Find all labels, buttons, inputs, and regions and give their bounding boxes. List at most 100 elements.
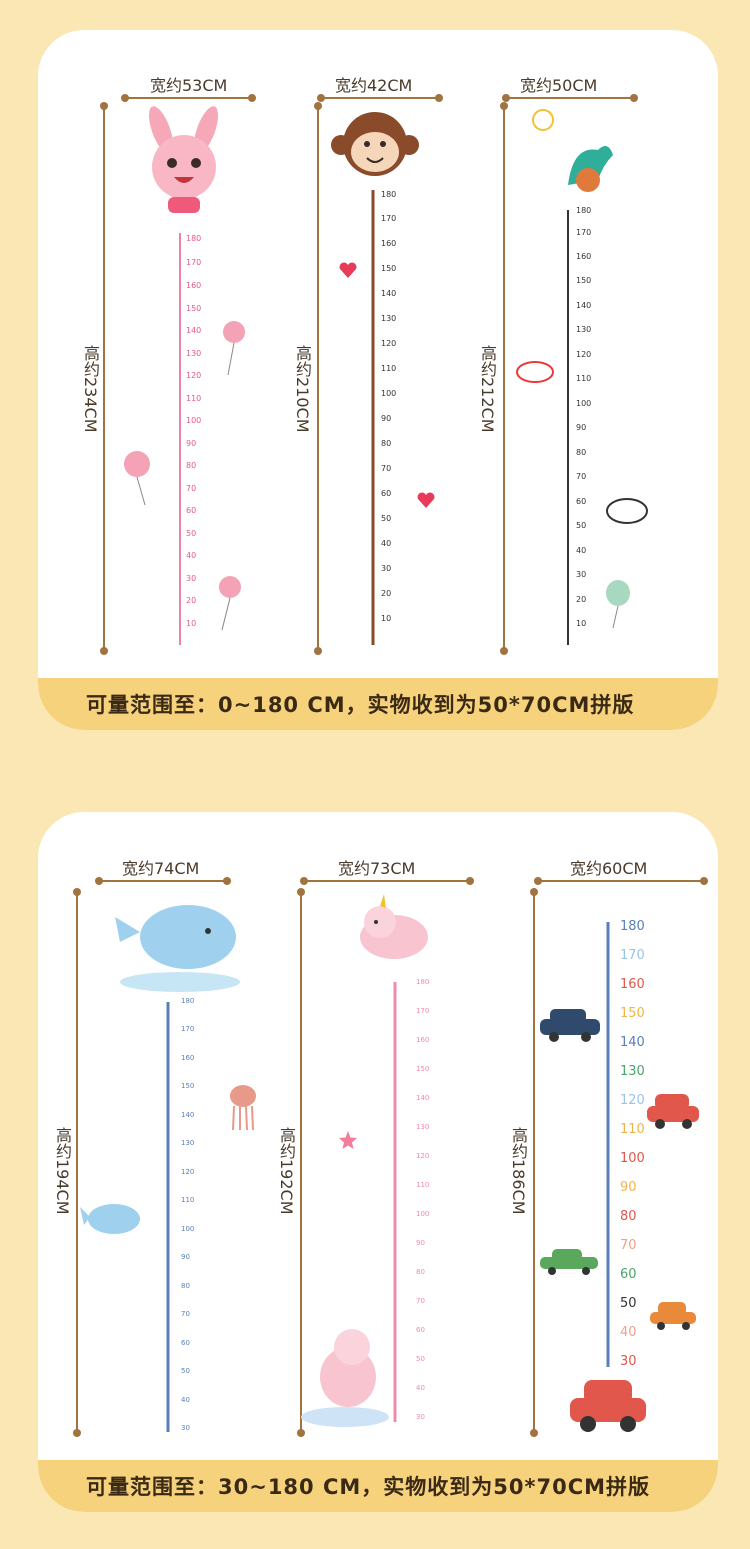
monkey-ruler: [371, 190, 375, 645]
product-panel-2: 宽约74CM 高约194CM 180 170 160 150 140 130 1…: [38, 812, 718, 1512]
tick-label: 70: [181, 1310, 190, 1318]
tick-label: 170: [620, 948, 645, 963]
dimension-endpoint: [95, 877, 103, 885]
height-label: 高约210CM: [293, 345, 312, 433]
dimension-endpoint: [435, 94, 443, 102]
cloud-icon: [606, 498, 648, 524]
tick-label: 30: [620, 1354, 637, 1369]
dimension-endpoint: [314, 102, 322, 110]
tick-label: 140: [416, 1094, 430, 1102]
whale-illustration: [115, 905, 240, 992]
tick-label: 40: [576, 546, 587, 555]
tick-label: 90: [620, 1180, 637, 1195]
tick-label: 110: [620, 1122, 645, 1137]
tick-label: 60: [576, 497, 587, 506]
tick-label: 60: [416, 1326, 425, 1334]
small-whale-icon: [80, 1204, 140, 1234]
tick-label: 160: [381, 239, 397, 248]
tick-label: 80: [381, 439, 392, 448]
balloon-icon: [223, 321, 245, 376]
tick-label: 50: [416, 1355, 425, 1363]
tick-label: 30: [381, 564, 392, 573]
width-label: 宽约42CM: [335, 76, 413, 95]
tick-label: 70: [381, 464, 392, 473]
unicorn-ruler: [393, 982, 397, 1422]
tick-label: 170: [381, 214, 397, 223]
tick-label: 120: [620, 1093, 645, 1108]
tick-label: 80: [186, 461, 197, 470]
tick-label: 140: [620, 1035, 645, 1050]
tick-label: 170: [181, 1025, 195, 1033]
tick-label: 130: [181, 1139, 195, 1147]
width-label: 宽约73CM: [338, 859, 416, 878]
tick-label: 120: [416, 1152, 430, 1160]
tick-label: 90: [381, 414, 392, 423]
dimension-endpoint: [466, 877, 474, 885]
tick-label: 160: [181, 1054, 195, 1062]
measurement-range-note: 可量范围至：0~180 CM，实物收到为50*70CM拼版: [38, 678, 718, 730]
tick-label: 150: [381, 264, 397, 273]
tick-label: 150: [576, 276, 592, 285]
car-icon: [540, 1249, 598, 1275]
tick-label: 180: [181, 997, 195, 1005]
dimension-endpoint: [314, 647, 322, 655]
tick-label: 170: [186, 258, 202, 267]
dimension-endpoint: [223, 877, 231, 885]
rabbit-ruler: [179, 233, 181, 645]
tick-label: 110: [381, 364, 397, 373]
tick-label: 80: [416, 1268, 425, 1276]
jellyfish-icon: [230, 1085, 256, 1131]
whale-ruler: [166, 1002, 170, 1432]
width-dimension-line: [538, 880, 704, 882]
tick-label: 20: [381, 589, 392, 598]
tick-label: 110: [416, 1181, 430, 1189]
dimension-endpoint: [317, 94, 325, 102]
dimension-endpoint: [534, 877, 542, 885]
tick-label: 50: [181, 1367, 190, 1375]
height-dimension-line: [103, 104, 105, 652]
tick-label: 40: [186, 551, 197, 560]
tick-label: 30: [416, 1413, 425, 1421]
tick-label: 140: [576, 301, 592, 310]
rabbit-illustration: [148, 106, 219, 213]
tick-label: 90: [181, 1253, 190, 1261]
balloon-icon: [606, 580, 630, 629]
tick-label: 80: [181, 1282, 190, 1290]
tick-label: 50: [620, 1296, 637, 1311]
tick-label: 100: [620, 1151, 645, 1166]
tick-label: 100: [416, 1210, 430, 1218]
tick-label: 30: [186, 574, 197, 583]
cars-ruler: [606, 922, 610, 1367]
height-label: 高约192CM: [277, 1127, 296, 1215]
balloon-icon: [124, 451, 150, 506]
height-dimension-line: [76, 892, 78, 1432]
unicorn-illustration: [360, 894, 428, 959]
tick-label: 50: [381, 514, 392, 523]
width-dimension-line: [99, 880, 227, 882]
tick-label: 80: [576, 448, 587, 457]
tick-label: 180: [416, 978, 430, 986]
tick-label: 100: [381, 389, 397, 398]
tick-label: 100: [186, 416, 202, 425]
tick-label: 10: [381, 614, 392, 623]
tick-label: 120: [381, 339, 397, 348]
tick-label: 130: [620, 1064, 645, 1079]
tick-label: 140: [181, 1111, 195, 1119]
tick-label: 30: [181, 1424, 190, 1432]
height-label: 高约186CM: [509, 1127, 528, 1215]
tick-label: 160: [620, 977, 645, 992]
tick-label: 160: [186, 281, 202, 290]
height-dimension-line: [503, 104, 505, 652]
tick-label: 160: [576, 252, 592, 261]
dimension-endpoint: [100, 102, 108, 110]
width-label: 宽约53CM: [150, 76, 228, 95]
tick-label: 180: [620, 919, 645, 934]
car-icon: [570, 1380, 646, 1432]
tick-label: 180: [576, 206, 592, 215]
tick-label: 60: [620, 1267, 637, 1282]
tick-label: 170: [576, 228, 592, 237]
tick-label: 120: [181, 1168, 195, 1176]
tick-label: 130: [416, 1123, 430, 1131]
tick-label: 10: [186, 619, 197, 628]
tick-label: 30: [576, 570, 587, 579]
